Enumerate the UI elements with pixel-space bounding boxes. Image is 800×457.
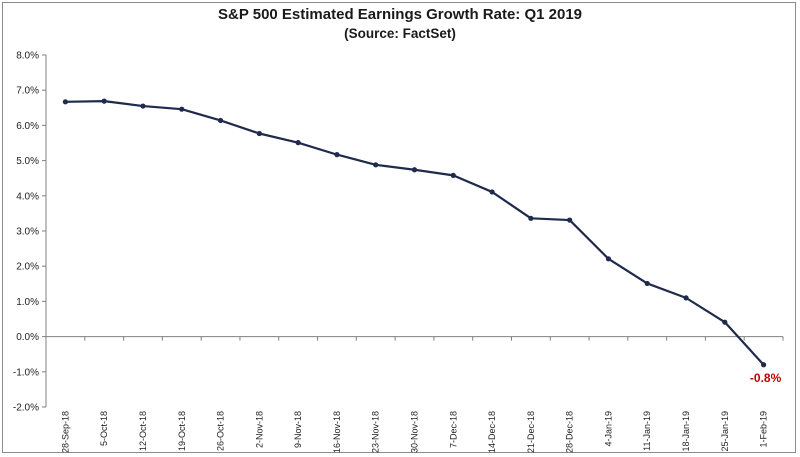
x-tick-label: 12-Oct-18: [138, 411, 148, 451]
x-tick-label: 18-Jan-19: [681, 411, 691, 452]
data-point: [217, 117, 224, 124]
x-tick-label: 30-Nov-18: [410, 411, 420, 453]
data-point: [722, 319, 728, 325]
y-tick-label: 6.0%: [16, 121, 39, 132]
x-tick-label: 23-Nov-18: [371, 411, 381, 453]
x-tick-label: 16-Nov-18: [332, 411, 342, 453]
x-tick-label: 9-Nov-18: [293, 411, 303, 448]
data-point: [683, 295, 689, 301]
x-tick-label: 7-Dec-18: [448, 411, 458, 448]
x-tick-label: 2-Nov-18: [254, 411, 264, 448]
x-tick-label: 11-Jan-19: [642, 411, 652, 451]
series-line: [65, 100, 765, 366]
x-tick-label: 28-Sep-18: [60, 411, 70, 453]
y-tick-label: 2.0%: [16, 262, 39, 273]
y-tick-label: 4.0%: [16, 191, 39, 202]
y-tick-label: 8.0%: [16, 51, 39, 62]
x-tick-label: 26-Oct-18: [216, 411, 226, 451]
chart-title: S&P 500 Estimated Earnings Growth Rate: …: [217, 6, 583, 23]
data-point: [140, 103, 146, 109]
data-point: [489, 189, 495, 195]
chart-frame: [2, 2, 796, 453]
y-tick-label: 1.0%: [16, 297, 39, 308]
last-value-label: -0.8%: [750, 371, 782, 385]
x-tick-label: 4-Jan-19: [603, 411, 613, 447]
data-point: [761, 362, 767, 368]
data-point: [295, 140, 301, 146]
x-tick-label: 19-Oct-18: [177, 411, 187, 451]
data-point: [179, 106, 185, 112]
y-tick-label: -2.0%: [13, 403, 39, 414]
y-tick-group: -2.0% -1.0% 0.0% 1.0% 2.0% 3.0% 4.0% 5.0% 6.0% 7.…: [13, 51, 46, 414]
x-tick-label: 28-Dec-18: [565, 411, 575, 453]
data-point: [411, 167, 418, 173]
data-point: [450, 172, 456, 178]
data-point-group: [62, 98, 767, 368]
data-point: [528, 215, 534, 221]
chart-subtitle: (Source: FactSet): [344, 26, 456, 41]
data-point: [256, 130, 262, 137]
data-point: [605, 256, 612, 262]
y-tick-label: 0.0%: [16, 332, 39, 343]
y-tick-label: 7.0%: [16, 86, 39, 97]
x-tick-label: 14-Dec-18: [487, 411, 497, 453]
x-tick-label: 21-Dec-18: [526, 411, 536, 453]
y-tick-label: 5.0%: [16, 156, 39, 167]
y-tick-label: 3.0%: [16, 227, 39, 238]
data-point: [373, 162, 379, 168]
data-point: [567, 217, 573, 223]
data-point: [101, 98, 107, 104]
data-point: [334, 152, 340, 158]
x-tick-label: 1-Feb-19: [759, 411, 769, 448]
x-tick-label: 25-Jan-19: [720, 411, 730, 452]
x-tick-label: 5-Oct-18: [99, 411, 109, 446]
data-point: [62, 99, 68, 105]
x-tick-group: 28-Sep-18 5-Oct-18 12-Oct-18 19-Oct-18 26-Oc…: [45, 336, 784, 453]
data-point: [644, 280, 650, 287]
y-tick-label: -1.0%: [13, 367, 39, 378]
